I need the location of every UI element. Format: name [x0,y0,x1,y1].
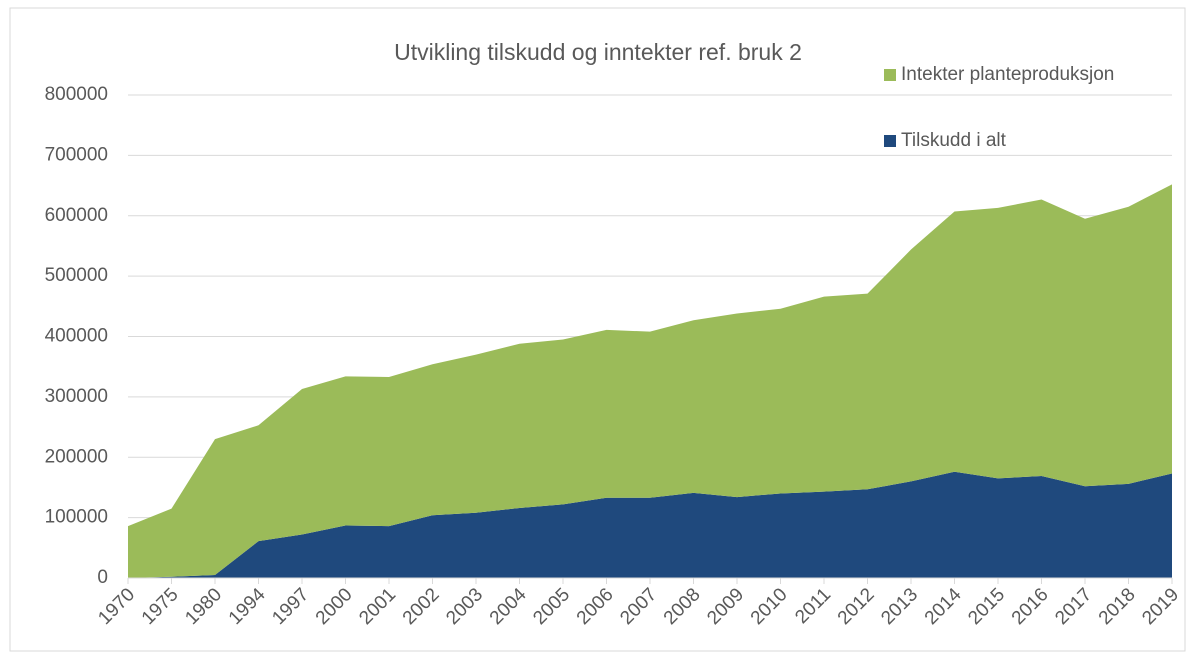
y-tick-label: 400000 [45,326,108,347]
y-tick-label: 300000 [45,386,108,407]
y-tick-label: 0 [97,567,108,588]
y-tick-label: 200000 [45,446,108,467]
y-tick-label: 600000 [45,205,108,226]
legend-label: Intekter planteproduksjon [901,64,1114,85]
legend-swatch [884,135,896,147]
y-tick-label: 800000 [45,84,108,105]
legend-swatch [884,69,896,81]
legend-label: Tilskudd i alt [901,130,1007,151]
area [128,184,1172,579]
area [128,471,1172,578]
y-tick-label: 100000 [45,507,108,528]
y-tick-label: 500000 [45,265,108,286]
y-tick-label: 700000 [45,144,108,165]
chart-title: Utvikling tilskudd og inntekter ref. bru… [394,39,802,65]
